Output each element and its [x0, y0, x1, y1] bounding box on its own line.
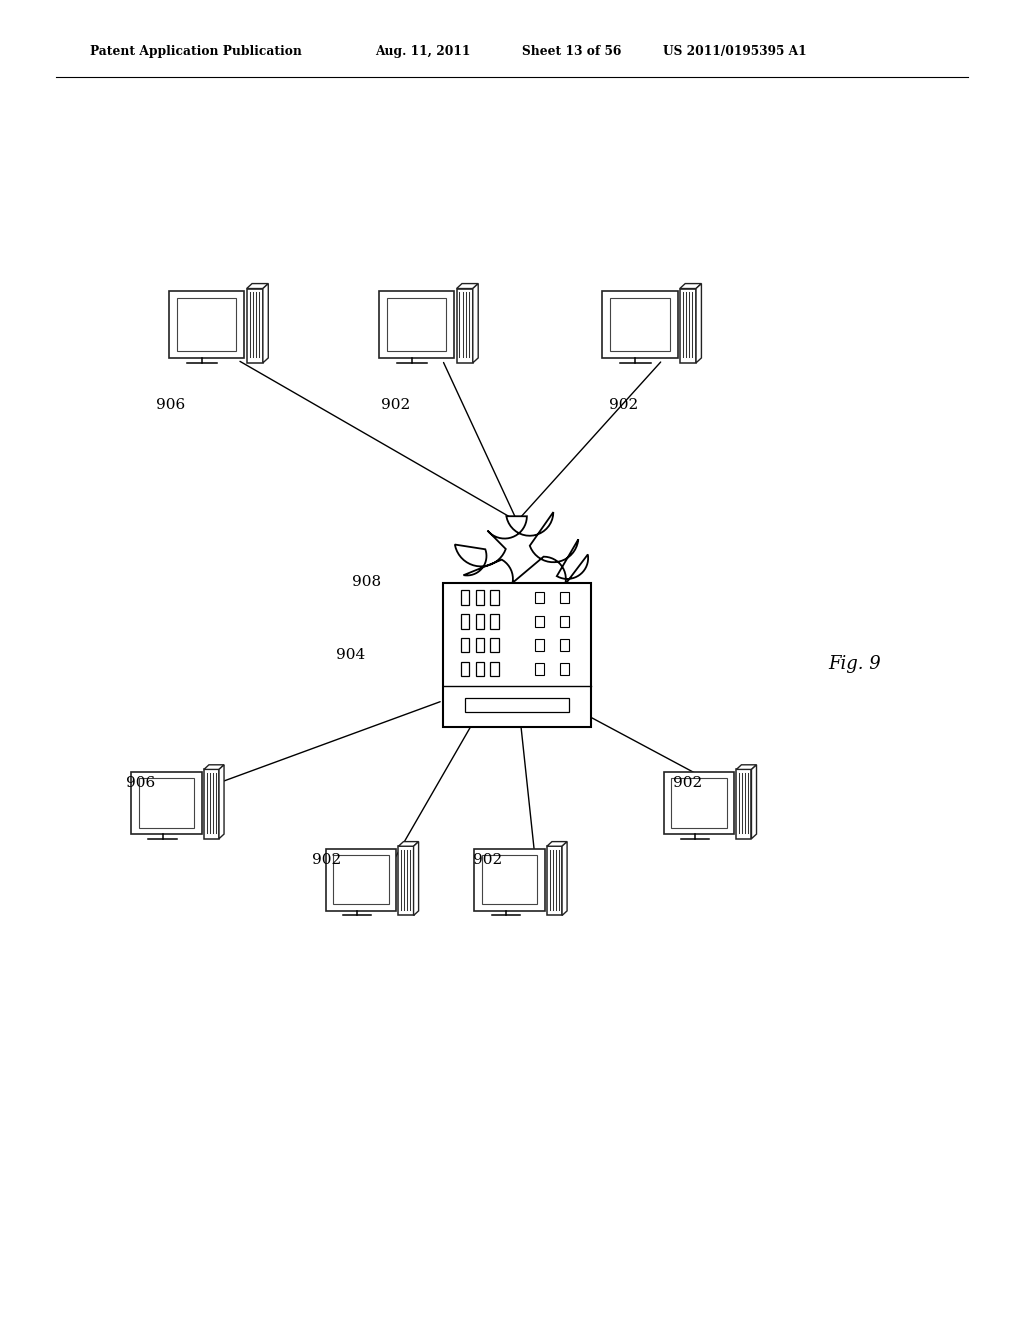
Polygon shape	[131, 772, 202, 834]
Text: Sheet 13 of 56: Sheet 13 of 56	[522, 45, 622, 58]
Polygon shape	[602, 290, 678, 358]
Text: 902: 902	[673, 776, 702, 791]
Polygon shape	[680, 289, 696, 363]
Polygon shape	[490, 638, 499, 652]
Polygon shape	[736, 770, 752, 838]
Text: 902: 902	[609, 397, 639, 412]
Polygon shape	[610, 298, 670, 351]
Polygon shape	[398, 842, 419, 846]
Polygon shape	[475, 661, 483, 676]
Polygon shape	[752, 764, 757, 838]
Polygon shape	[334, 855, 389, 904]
Polygon shape	[204, 764, 224, 770]
Polygon shape	[169, 290, 245, 358]
Polygon shape	[482, 855, 538, 904]
Polygon shape	[326, 849, 396, 911]
Text: 902: 902	[312, 853, 342, 867]
Text: 906: 906	[126, 776, 156, 791]
Polygon shape	[204, 770, 219, 838]
Polygon shape	[461, 614, 469, 628]
Polygon shape	[475, 638, 483, 652]
Text: Patent Application Publication: Patent Application Publication	[90, 45, 302, 58]
Polygon shape	[535, 663, 544, 675]
Polygon shape	[560, 663, 569, 675]
Polygon shape	[736, 764, 757, 770]
Polygon shape	[461, 638, 469, 652]
Polygon shape	[177, 298, 237, 351]
Polygon shape	[398, 846, 414, 916]
Polygon shape	[457, 284, 478, 289]
Polygon shape	[461, 661, 469, 676]
Polygon shape	[465, 698, 569, 713]
Polygon shape	[263, 284, 268, 363]
Polygon shape	[473, 284, 478, 363]
Text: 902: 902	[381, 397, 411, 412]
Polygon shape	[475, 614, 483, 628]
Polygon shape	[560, 615, 569, 627]
Polygon shape	[219, 764, 224, 838]
Text: 902: 902	[473, 853, 503, 867]
Polygon shape	[547, 846, 562, 916]
Polygon shape	[139, 779, 195, 828]
Polygon shape	[490, 590, 499, 605]
Polygon shape	[664, 772, 734, 834]
Polygon shape	[562, 842, 567, 916]
Polygon shape	[535, 591, 544, 603]
Polygon shape	[461, 590, 469, 605]
Polygon shape	[560, 591, 569, 603]
Text: US 2011/0195395 A1: US 2011/0195395 A1	[663, 45, 806, 58]
Polygon shape	[547, 842, 567, 846]
Polygon shape	[247, 284, 268, 289]
Polygon shape	[475, 590, 483, 605]
Polygon shape	[387, 298, 446, 351]
PathPatch shape	[455, 512, 588, 601]
Text: 908: 908	[352, 576, 381, 589]
Polygon shape	[672, 779, 727, 828]
Polygon shape	[680, 284, 701, 289]
Polygon shape	[379, 290, 455, 358]
Text: 904: 904	[336, 648, 366, 661]
Text: 906: 906	[156, 397, 185, 412]
Polygon shape	[414, 842, 419, 916]
Polygon shape	[535, 615, 544, 627]
Polygon shape	[457, 289, 473, 363]
Polygon shape	[442, 583, 592, 726]
Text: Fig. 9: Fig. 9	[828, 655, 882, 673]
Polygon shape	[490, 614, 499, 628]
Polygon shape	[560, 639, 569, 651]
Polygon shape	[247, 289, 263, 363]
Polygon shape	[696, 284, 701, 363]
Polygon shape	[474, 849, 545, 911]
Polygon shape	[490, 661, 499, 676]
Text: Aug. 11, 2011: Aug. 11, 2011	[375, 45, 470, 58]
Polygon shape	[535, 639, 544, 651]
